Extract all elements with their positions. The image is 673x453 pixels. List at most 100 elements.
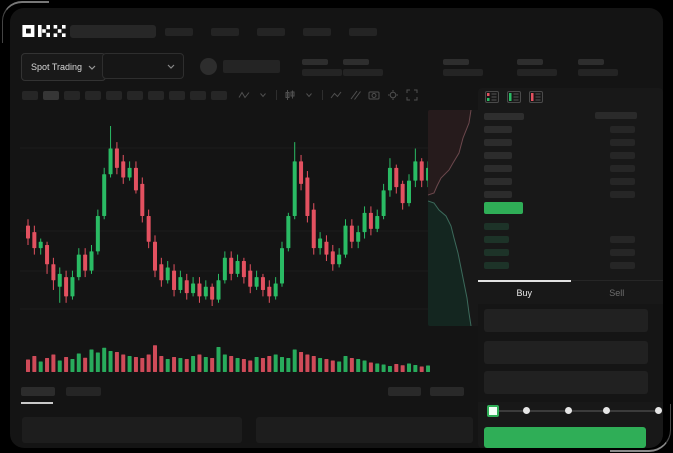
timeframe-button-placeholder[interactable] <box>106 91 122 100</box>
indicators-icon[interactable] <box>238 89 250 101</box>
slider-stop[interactable] <box>603 407 610 414</box>
drawing-tools-icon[interactable] <box>349 89 361 101</box>
toolbar-divider <box>322 90 323 100</box>
stat-value-placeholder <box>343 69 383 76</box>
tab-sell[interactable]: Sell <box>570 280 663 304</box>
market-type-selector[interactable]: Spot Trading <box>21 53 107 81</box>
bottom-panel-placeholder <box>22 417 242 443</box>
nav-item-placeholder[interactable] <box>349 28 377 36</box>
chevron-down-icon <box>167 64 175 69</box>
orderbook-total-header-placeholder <box>595 112 637 119</box>
chevron-down-icon[interactable] <box>303 89 315 101</box>
book-bids-icon[interactable] <box>507 91 521 103</box>
order-form-field-placeholder[interactable] <box>484 309 648 332</box>
ask-row-size-bar[interactable] <box>484 152 512 159</box>
candlestick-chart[interactable] <box>20 108 430 374</box>
ask-row-size-bar[interactable] <box>484 165 512 172</box>
ask-row-total-bar <box>610 139 635 146</box>
timeframe-button-placeholder[interactable] <box>22 91 38 100</box>
nav-item-placeholder[interactable] <box>211 28 239 36</box>
bottom-right-tab2-placeholder[interactable] <box>430 387 464 396</box>
chart-tools-row <box>238 89 418 101</box>
nav-item-placeholder[interactable] <box>257 28 285 36</box>
market-type-label: Spot Trading <box>31 62 83 72</box>
settings-icon[interactable] <box>387 89 399 101</box>
timeframe-button-placeholder[interactable] <box>127 91 143 100</box>
amount-slider-track[interactable] <box>488 410 658 412</box>
active-tab-underline <box>21 402 53 404</box>
book-combined-icon[interactable] <box>485 91 499 103</box>
last-price-indicator[interactable] <box>484 202 523 214</box>
pair-coin-avatar <box>200 58 217 75</box>
timeframe-button-placeholder[interactable] <box>148 91 164 100</box>
stat-value-placeholder <box>443 69 483 76</box>
ticker-stat-placeholder <box>343 59 383 76</box>
stat-label-placeholder <box>443 59 469 65</box>
bottom-panel-placeholder <box>256 417 473 443</box>
slider-stop[interactable] <box>655 407 662 414</box>
timeframe-button-placeholder[interactable] <box>190 91 206 100</box>
timeframe-button-placeholder[interactable] <box>64 91 80 100</box>
slider-stop[interactable] <box>565 407 572 414</box>
ask-row-size-bar[interactable] <box>484 178 512 185</box>
stat-label-placeholder <box>343 59 369 65</box>
orderbook-view-modes <box>485 91 543 103</box>
stat-value-placeholder <box>578 69 618 76</box>
bottom-left-tab2-placeholder[interactable] <box>66 387 101 396</box>
toolbar-divider <box>276 90 277 100</box>
ask-row-size-bar[interactable] <box>484 139 512 146</box>
timeframe-row <box>22 91 227 100</box>
timeframe-button-placeholder[interactable] <box>85 91 101 100</box>
pair-selector-dropdown[interactable] <box>102 53 184 79</box>
stat-label-placeholder <box>517 59 543 65</box>
ticker-stat-placeholder <box>302 59 342 76</box>
tab-buy[interactable]: Buy <box>478 280 571 304</box>
line-type-icon[interactable] <box>330 89 342 101</box>
bid-row-total-bar <box>610 236 635 243</box>
nav-item-placeholder[interactable] <box>303 28 331 36</box>
order-form-field-placeholder[interactable] <box>484 341 648 364</box>
trade-tabs: Buy Sell <box>478 280 663 304</box>
ask-row-total-bar <box>610 165 635 172</box>
orderbook-price-header-placeholder <box>484 113 524 120</box>
timeframe-button-placeholder[interactable] <box>43 91 59 100</box>
bid-row-size-bar[interactable] <box>484 236 509 243</box>
top-nav-items <box>165 28 377 36</box>
slider-handle[interactable] <box>487 405 499 417</box>
book-asks-icon[interactable] <box>529 91 543 103</box>
submit-buy-button[interactable] <box>484 427 646 448</box>
ask-row-size-bar[interactable] <box>484 191 512 198</box>
bid-row-size-bar[interactable] <box>484 262 509 269</box>
stat-label-placeholder <box>578 59 604 65</box>
stat-value-placeholder <box>302 69 342 76</box>
ask-row-size-bar[interactable] <box>484 126 512 133</box>
snapshot-icon[interactable] <box>368 89 380 101</box>
bottom-left-tab-placeholder[interactable] <box>21 387 55 396</box>
nav-item-placeholder[interactable] <box>165 28 193 36</box>
okx-trading-app: Spot Trading Buy Sell <box>10 8 663 448</box>
chevron-down-icon <box>88 65 96 70</box>
stat-label-placeholder <box>302 59 328 65</box>
tab-sell-label: Sell <box>609 288 625 298</box>
okx-logo[interactable] <box>22 24 66 42</box>
bid-row-total-bar <box>610 262 635 269</box>
stat-value-placeholder <box>517 69 557 76</box>
ticker-stat-placeholder <box>578 59 618 76</box>
orderbook-depth-chart <box>428 110 480 326</box>
bid-row-size-bar[interactable] <box>484 249 509 256</box>
ask-row-total-bar <box>610 191 635 198</box>
candle-style-icon[interactable] <box>284 89 296 101</box>
bid-row-size-bar[interactable] <box>484 223 509 230</box>
chevron-down-icon[interactable] <box>257 89 269 101</box>
global-search-placeholder[interactable] <box>70 25 156 38</box>
slider-stop[interactable] <box>523 407 530 414</box>
amount-slider <box>487 405 662 417</box>
ticker-stat-placeholder <box>443 59 483 76</box>
bottom-right-tab-placeholder[interactable] <box>388 387 421 396</box>
order-form-field-placeholder[interactable] <box>484 371 648 394</box>
fullscreen-icon[interactable] <box>406 89 418 101</box>
ask-row-total-bar <box>610 126 635 133</box>
timeframe-button-placeholder[interactable] <box>211 91 227 100</box>
tab-buy-label: Buy <box>516 288 532 298</box>
timeframe-button-placeholder[interactable] <box>169 91 185 100</box>
